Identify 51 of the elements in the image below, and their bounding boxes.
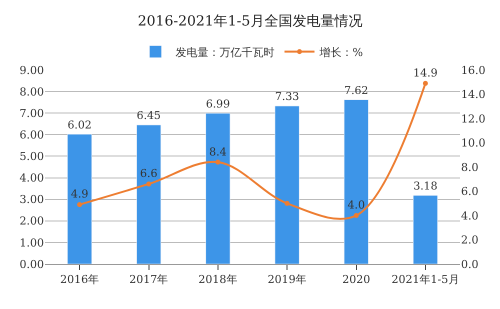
y-tick-label: 7.00 (20, 106, 44, 120)
y2-tick-label: 16.0 (461, 64, 486, 77)
y2-tick-label: 14.0 (461, 88, 486, 102)
data-label: 3.18 (413, 179, 438, 192)
data-label: 7.33 (274, 90, 300, 104)
bar (344, 100, 369, 264)
y-tick-label: 0.00 (20, 258, 44, 271)
x-tick-label: 2016年 (60, 273, 100, 286)
y-tick-label: 9.00 (20, 64, 44, 77)
y-tick-label: 5.00 (20, 150, 44, 164)
bar (413, 195, 438, 264)
legend-label: 增长：% (318, 46, 363, 59)
point (284, 200, 290, 206)
x-tick-label: 2021年1-5月 (392, 273, 460, 286)
legend-label: 发电量：万亿千瓦时 (176, 46, 274, 59)
y2-tick-label: 2.0 (461, 234, 478, 247)
data-label: 6.02 (67, 118, 92, 132)
y-tick-label: 1.00 (20, 236, 44, 250)
x-tick-label: 2018年 (198, 273, 238, 286)
y-tick-label: 4.00 (20, 172, 44, 185)
data-label: 14.9 (413, 66, 438, 80)
point (77, 202, 82, 208)
point (146, 181, 152, 186)
data-label: 6.99 (206, 97, 230, 110)
point (354, 213, 359, 218)
bar (206, 113, 230, 264)
data-label: 6.6 (140, 167, 158, 180)
y2-tick-label: 4.0 (461, 209, 478, 222)
data-label: 4.0 (348, 198, 365, 212)
x-tick-label: 2017年 (129, 273, 168, 286)
y2-tick-label: 6.0 (461, 185, 478, 198)
y2-tick-label: 0.0 (461, 258, 478, 271)
data-label: 4.9 (70, 188, 88, 201)
y-tick-label: 2.00 (20, 214, 44, 228)
data-label: 7.62 (344, 84, 368, 97)
y-tick-label: 3.00 (20, 193, 44, 206)
data-label: 6.45 (136, 109, 161, 122)
y2-tick-label: 8.0 (461, 160, 478, 174)
x-tick-label: 2020 (342, 273, 370, 286)
bar (274, 106, 300, 264)
point (215, 160, 220, 165)
y2-tick-label: 12.0 (461, 112, 486, 126)
y2-tick-label: 10.0 (461, 136, 486, 150)
data-label: 8.4 (209, 145, 227, 158)
bar (136, 124, 162, 264)
chart-title: 2016-2021年1-5月全国发电量情况 (138, 13, 362, 30)
y-tick-label: 6.00 (20, 128, 44, 142)
x-tick-label: 2019年 (268, 273, 307, 286)
y-tick-label: 8.00 (20, 85, 44, 98)
bar (67, 134, 92, 264)
point (422, 80, 428, 86)
